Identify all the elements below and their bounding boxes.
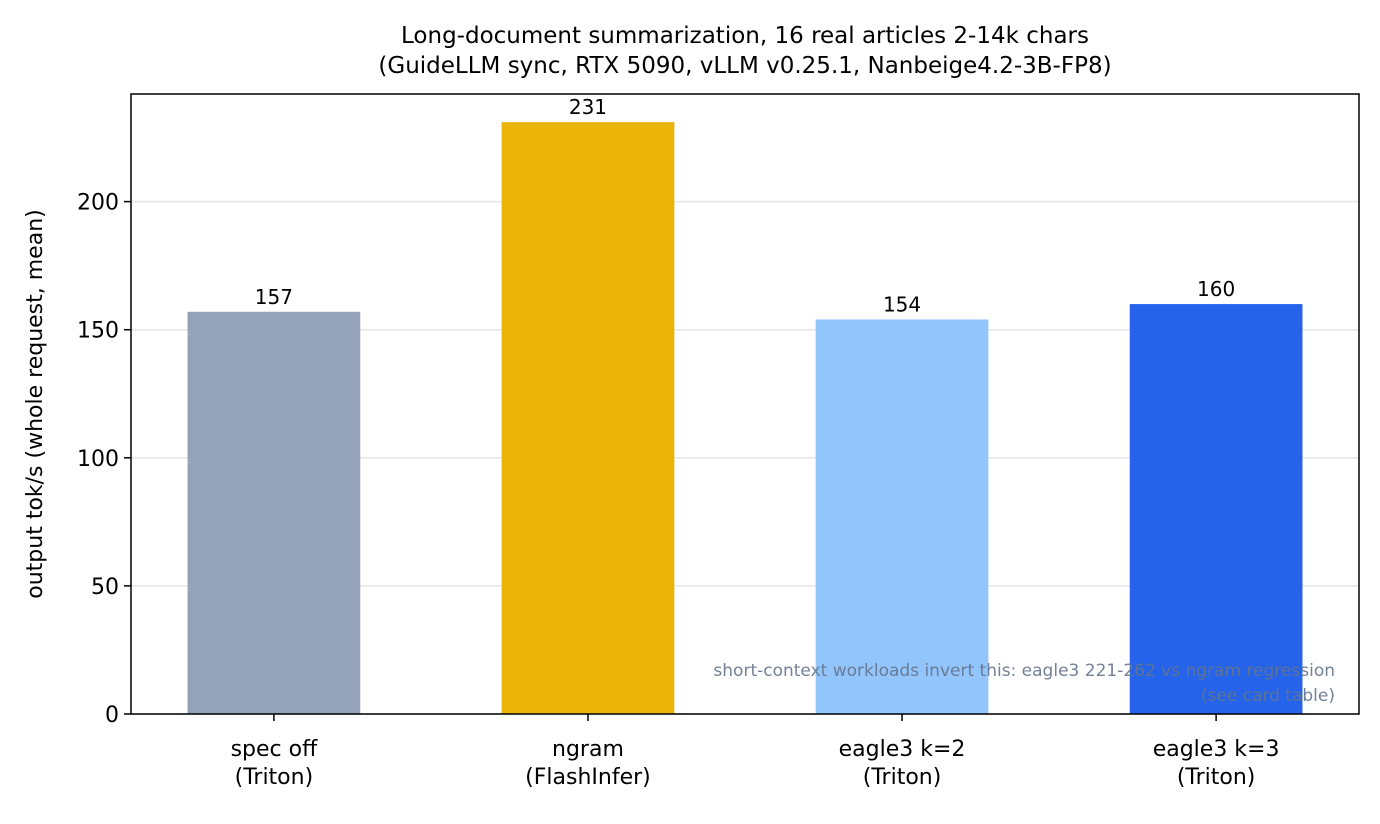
x-tick-label: eagle3 k=2 (Triton): [839, 737, 966, 790]
plot-frame: [130, 93, 1360, 715]
value-label: 160: [1197, 277, 1235, 301]
y-tick-label: 150: [77, 319, 119, 344]
value-label: 157: [255, 285, 293, 309]
x-tick-label: spec off (Triton): [231, 737, 319, 790]
value-label: 231: [569, 95, 607, 119]
x-tick-label: ngram (FlashInfer): [525, 737, 651, 790]
chart-title: Long-document summarization, 16 real art…: [378, 23, 1111, 79]
bar: [501, 122, 675, 714]
annotation: short-context workloads invert this: eag…: [713, 661, 1335, 706]
bar: [1129, 304, 1303, 714]
y-axis-label: output tok/s (whole request, mean): [23, 209, 48, 598]
y-tick-label: 0: [105, 703, 119, 728]
y-tick-label: 200: [77, 191, 119, 216]
bar: [815, 319, 989, 714]
x-tick-label: eagle3 k=3 (Triton): [1153, 737, 1280, 790]
y-tick-label: 50: [91, 575, 119, 600]
value-label: 154: [883, 292, 921, 316]
y-tick-label: 100: [77, 447, 119, 472]
bar: [187, 311, 361, 714]
